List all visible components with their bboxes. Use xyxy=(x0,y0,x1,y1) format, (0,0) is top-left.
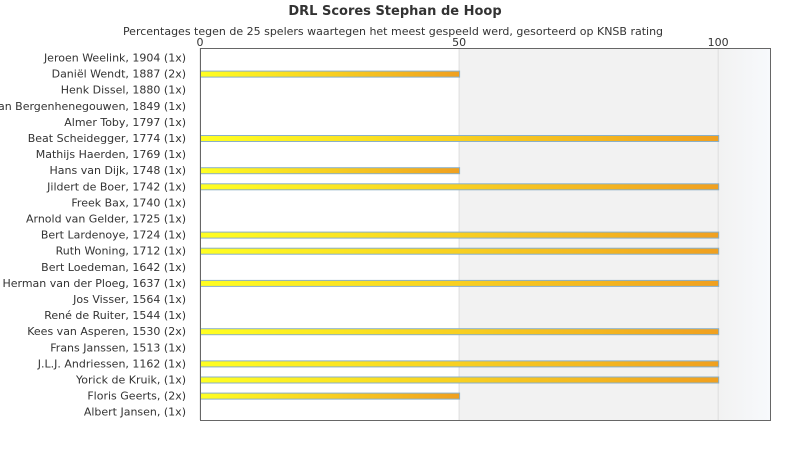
x-axis-ticks: 0 50 100 xyxy=(197,36,729,49)
bar xyxy=(200,392,461,400)
bar xyxy=(200,70,461,78)
category-label: van Bergenhenegouwen, 1849 (1x) xyxy=(0,100,186,113)
category-label: J.L.J. Andriessen, 1162 (1x) xyxy=(37,357,186,370)
category-label: Freek Bax, 1740 (1x) xyxy=(71,196,186,209)
category-label: Mathijs Haerden, 1769 (1x) xyxy=(36,148,186,161)
category-label: Bert Lardenoye, 1724 (1x) xyxy=(41,229,186,242)
category-label: Jildert de Boer, 1742 (1x) xyxy=(46,180,186,193)
category-label: Jos Visser, 1564 (1x) xyxy=(72,293,186,306)
category-label: Kees van Asperen, 1530 (2x) xyxy=(27,325,186,338)
chart-subtitle: Percentages tegen de 25 spelers waartege… xyxy=(122,25,664,38)
bar xyxy=(200,279,720,287)
bar xyxy=(200,135,720,142)
category-label: Frans Janssen, 1513 (1x) xyxy=(50,341,186,354)
x-tick-label: 100 xyxy=(708,36,729,49)
bar xyxy=(200,376,720,384)
category-labels: Jeroen Weelink, 1904 (1x) Daniël Wendt, 1… xyxy=(0,52,186,419)
plot-border xyxy=(200,48,771,421)
category-label: Bert Loedeman, 1642 (1x) xyxy=(41,261,186,274)
category-label: Herman van der Ploeg, 1637 (1x) xyxy=(2,277,186,290)
category-label: Beat Scheidegger, 1774 (1x) xyxy=(28,132,186,145)
category-label: René de Ruiter, 1544 (1x) xyxy=(44,309,186,322)
x-tick-label: 0 xyxy=(197,36,204,49)
bar xyxy=(200,231,720,239)
category-label: Jeroen Weelink, 1904 (1x) xyxy=(43,52,186,65)
bar xyxy=(200,328,720,336)
plot-frame xyxy=(200,48,771,421)
category-label: Ruth Woning, 1712 (1x) xyxy=(56,245,186,258)
category-label: Daniël Wendt, 1887 (2x) xyxy=(52,68,186,81)
category-label: Hans van Dijk, 1748 (1x) xyxy=(50,164,186,177)
category-label: Henk Dissel, 1880 (1x) xyxy=(61,84,186,97)
category-label: Yorick de Kruik, (1x) xyxy=(75,374,186,387)
x-tick-label: 50 xyxy=(452,36,466,49)
bar xyxy=(200,247,720,255)
chart-title: DRL Scores Stephan de Hoop xyxy=(288,4,502,19)
category-label: Floris Geerts, (2x) xyxy=(87,390,186,403)
bar xyxy=(200,167,461,175)
bar xyxy=(200,360,720,368)
band-100-end xyxy=(718,48,770,420)
category-label: Albert Jansen, (1x) xyxy=(84,406,186,419)
bar xyxy=(200,183,720,191)
category-label: Almer Toby, 1797 (1x) xyxy=(64,116,186,129)
category-label: Arnold van Gelder, 1725 (1x) xyxy=(26,213,186,226)
